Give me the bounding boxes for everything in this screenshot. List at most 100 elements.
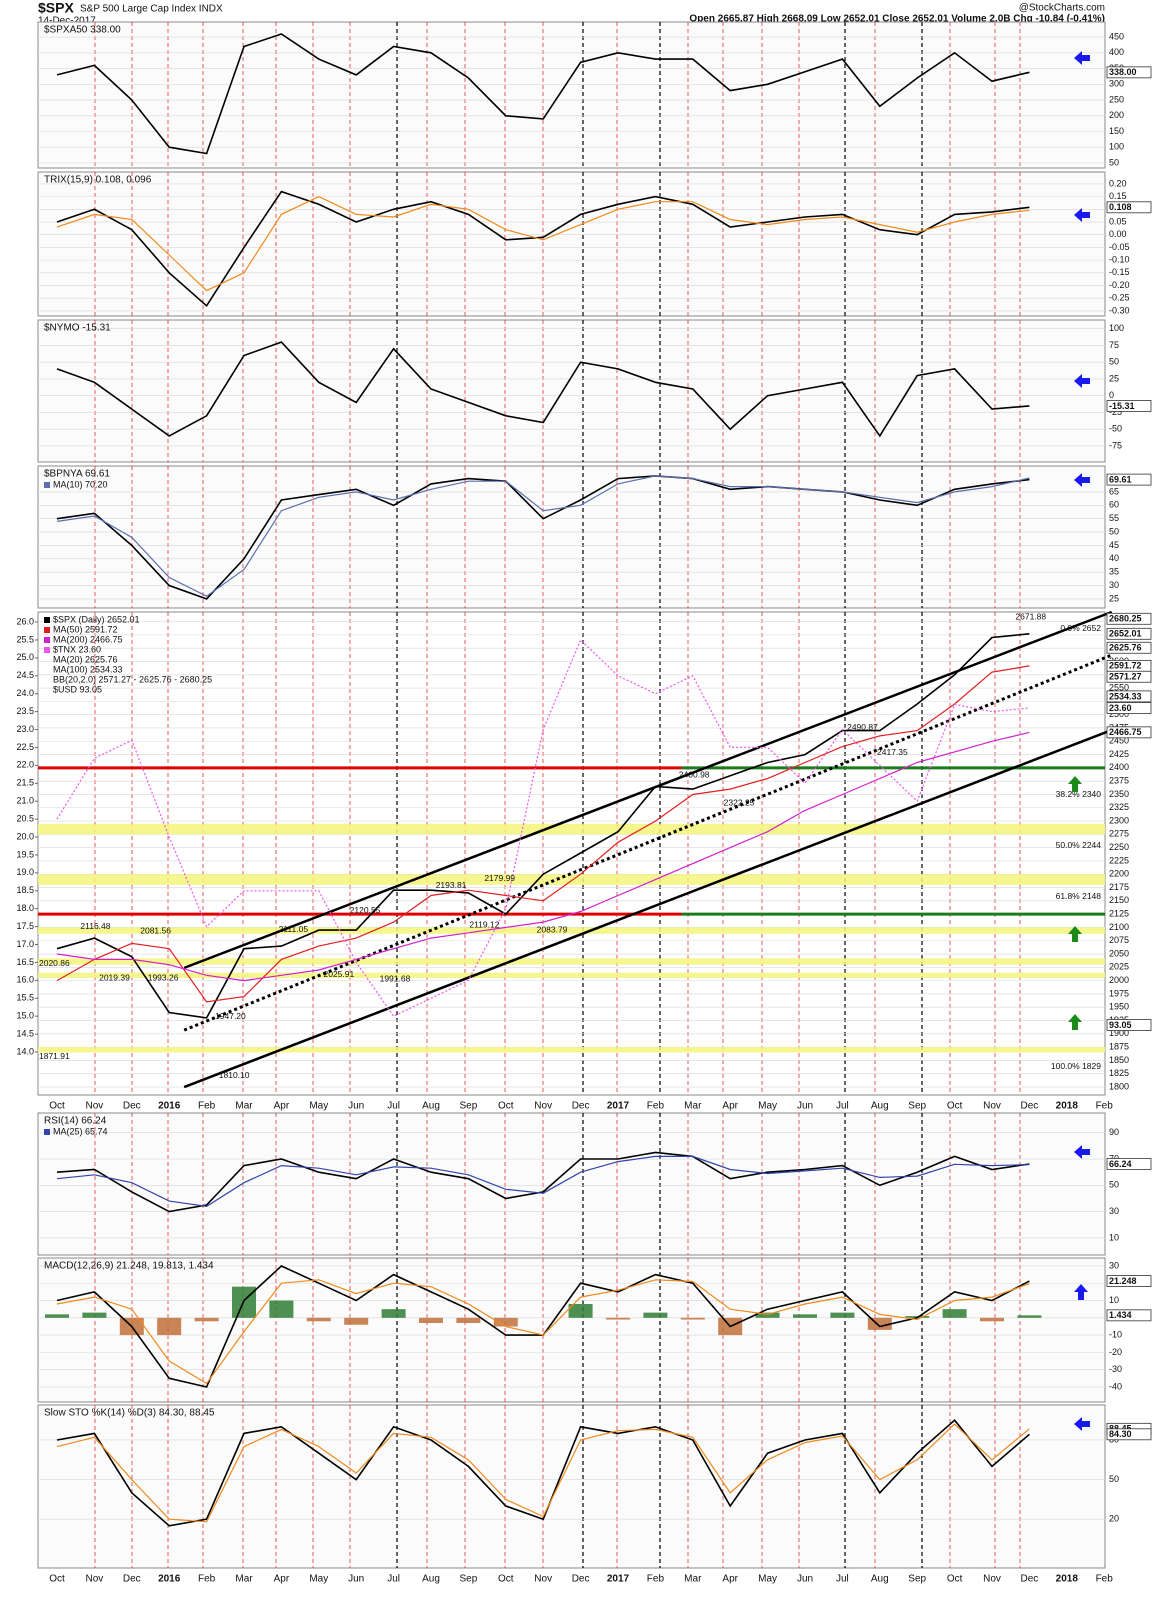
y-tick-label: 45 [1109, 540, 1119, 550]
y-tick-label: -10 [1109, 1329, 1122, 1339]
value-tag [1106, 690, 1152, 703]
y-tick-label: 1975 [1109, 988, 1129, 998]
value-tag-label: 2534.33 [1109, 691, 1142, 701]
x-tick-label: Mar [235, 1101, 253, 1112]
price-annotation: 2490.87 [847, 722, 878, 732]
y-tick-label: 2225 [1109, 855, 1129, 865]
histogram-bar [306, 1317, 331, 1322]
support-band [38, 958, 1105, 965]
legend-entry: MA(50) 2591.72 [53, 624, 118, 634]
value-tag-label: 0.108 [1109, 202, 1132, 212]
y2-tick-label: 19.0 [16, 867, 34, 877]
x-tick-label: Nov [86, 1574, 104, 1585]
panel [37, 1404, 1106, 1569]
y-tick-label: 2175 [1109, 882, 1129, 892]
arrows [1074, 51, 1090, 1431]
value-tag [1106, 1309, 1152, 1322]
value-tag [1106, 1158, 1152, 1170]
histogram-bar [606, 1317, 630, 1320]
legend-entry: $USD 93.05 [53, 684, 102, 694]
value-tag [1106, 1019, 1152, 1031]
x-tick-label: Jul [836, 1101, 849, 1112]
panel [37, 1257, 1106, 1403]
x-tick-label: 2017 [607, 1574, 630, 1585]
y-tick-label: -0.15 [1109, 267, 1130, 277]
arrow [1068, 926, 1082, 942]
price-annotation: 2019.39 [99, 973, 130, 983]
legend-swatch [44, 1129, 50, 1135]
support-band [38, 1047, 1105, 1053]
series-line [56, 195, 1030, 292]
value-tag [1106, 612, 1152, 625]
y-tick-label: 0.15 [1109, 191, 1127, 201]
legend-entry: MA(25) 65.74 [53, 1126, 108, 1136]
value-tag-label: 84.30 [1109, 1429, 1132, 1439]
series-line [56, 341, 1030, 438]
legend-swatch [44, 482, 50, 488]
x-tick-label: Nov [534, 1101, 552, 1112]
legend-entry: BB(20,2.0) 2571.27 - 2625.76 - 2680.25 [53, 674, 212, 684]
x-tick-label: Sep [908, 1574, 926, 1585]
histogram-bar [157, 1317, 182, 1336]
series-line [56, 665, 1030, 1003]
y-tick-label: 2425 [1109, 749, 1129, 759]
histogram-bar [680, 1317, 705, 1320]
legend-entry: MA(10) 70.20 [53, 479, 108, 489]
fib-label: 50.0% 2244 [1056, 840, 1102, 850]
y-tick-label: 0.05 [1109, 216, 1127, 226]
y-tick-label: 1900 [1109, 1028, 1129, 1038]
support-band [38, 972, 1105, 978]
series-line [56, 475, 1030, 597]
panel-group: 1800182518501875190019251950197520002025… [16, 610, 1152, 1112]
y-tick-label: 35 [1109, 567, 1119, 577]
y-tick-label: 90 [1109, 1127, 1119, 1137]
panel [37, 171, 1106, 317]
y-tick-label: 1800 [1109, 1081, 1129, 1091]
x-tick-label: May [309, 1574, 328, 1585]
histogram-bar [980, 1317, 1004, 1322]
y2-tick-label: 15.0 [16, 1011, 34, 1021]
price-annotation: 2020.86 [39, 958, 70, 968]
fib-label: 61.8% 2148 [1056, 891, 1102, 901]
y-tick-label: 100 [1109, 323, 1124, 333]
value-tag-label: 93.05 [1109, 1020, 1132, 1030]
x-tick-label: Feb [1096, 1101, 1114, 1112]
y-tick-label: 2050 [1109, 948, 1129, 958]
y-tick-label: 20 [1109, 1514, 1119, 1524]
x-tick-label: Jul [387, 1101, 400, 1112]
y-tick-label: 10 [1109, 1295, 1119, 1305]
support-band [38, 927, 1105, 934]
y-tick-label: 2300 [1109, 815, 1129, 825]
legend-swatch [44, 647, 50, 653]
symbol: $SPX [38, 0, 74, 16]
price-annotation: 2111.05 [279, 924, 309, 934]
x-tick-label: Sep [460, 1574, 478, 1585]
value-tag-label: 66.24 [1109, 1159, 1132, 1169]
x-tick-label: Jun [348, 1101, 364, 1112]
y2-tick-label: 25.5 [16, 634, 34, 644]
price-annotation: 1991.68 [380, 973, 411, 983]
support-band [38, 874, 1105, 885]
y-tick-label: 10 [1109, 1232, 1119, 1242]
panel-group: 50100150200250300350400450$SPXA50 338.00… [38, 25, 1152, 167]
x-tick-label: Feb [198, 1574, 216, 1585]
fib-label: 0.0% 2652 [1060, 623, 1101, 633]
y2-tick-label: 21.0 [16, 796, 34, 806]
panel-title: $SPXA50 338.00 [44, 25, 121, 36]
y-tick-label: 50 [1109, 1474, 1119, 1484]
value-tag-label: 1.434 [1109, 1310, 1132, 1320]
x-tick-label: Aug [871, 1101, 889, 1112]
value-tag-label: 338.00 [1109, 67, 1137, 77]
histogram-bar [830, 1312, 855, 1318]
y-tick-label: 30 [1109, 1260, 1119, 1270]
value-tag-label: 69.61 [1109, 474, 1132, 484]
y-tick-label: 2025 [1109, 962, 1129, 972]
y-tick-label: -0.25 [1109, 293, 1130, 303]
x-tick-label: Jul [387, 1574, 400, 1585]
series-line [56, 1279, 1030, 1385]
series-line [56, 1151, 1030, 1213]
y-tick-label: 50 [1109, 1180, 1119, 1190]
x-tick-label: Feb [198, 1101, 216, 1112]
y-tick-label: 2250 [1109, 842, 1129, 852]
